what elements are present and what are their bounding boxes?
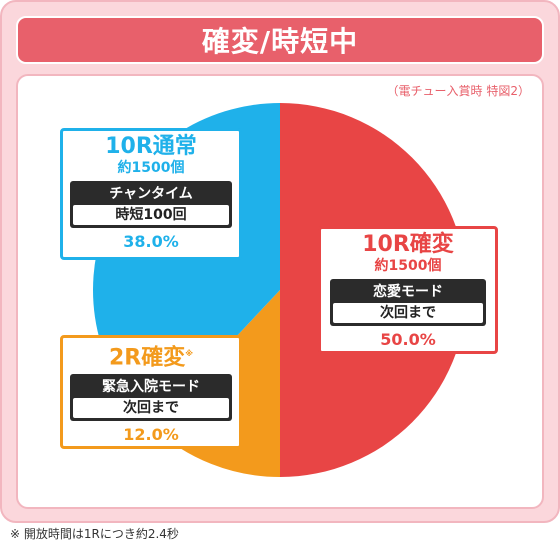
condition-note: （電チュー入賞時 特図2） — [386, 84, 530, 98]
slice-label-2r-kakuhen: 2R確変※ 緊急入院モード 次回まで 12.0% — [60, 335, 242, 449]
mode-duration: 時短100回 — [73, 205, 229, 225]
mode-box: チャンタイム 時短100回 — [70, 181, 232, 228]
slice-name: 10R確変 — [362, 232, 454, 257]
footnote-mark: ※ — [185, 349, 194, 358]
slice-name: 2R確変 — [108, 345, 186, 371]
mode-name: チャンタイム — [109, 186, 193, 202]
mode-duration: 次回まで — [73, 398, 229, 419]
slice-label-10r-tsujo: 10R通常 約1500個 チャンタイム 時短100回 38.0% — [60, 128, 242, 260]
mode-name: 恋愛モード — [373, 284, 443, 300]
mode-box: 恋愛モード 次回まで — [330, 279, 486, 326]
slice-percent: 12.0% — [123, 425, 179, 445]
footnote: ※ 開放時間は1Rにつき約2.4秒 — [10, 527, 179, 541]
chart-title: 確変/時短中 — [16, 16, 544, 64]
slice-balls: 約1500個 — [374, 258, 442, 274]
slice-balls: 約1500個 — [117, 160, 185, 176]
mode-duration: 次回まで — [333, 303, 483, 323]
slice-name: 10R通常 — [105, 134, 197, 159]
mode-name: 緊急入院モード — [102, 379, 200, 396]
slice-label-10r-kakuhen: 10R確変 約1500個 恋愛モード 次回まで 50.0% — [318, 226, 498, 354]
slice-percent: 38.0% — [123, 232, 179, 251]
slice-percent: 50.0% — [380, 330, 436, 349]
mode-box: 緊急入院モード 次回まで — [70, 374, 232, 422]
